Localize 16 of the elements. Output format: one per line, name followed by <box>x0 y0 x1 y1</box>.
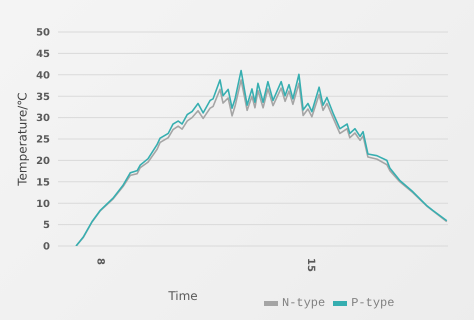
x-tick-label: 8 <box>94 258 106 265</box>
y-axis-title: Temperature/℃ <box>15 92 30 187</box>
y-tick-label: 5 <box>43 220 50 232</box>
y-tick-label: 30 <box>36 113 50 124</box>
y-tick-label: 20 <box>36 156 50 167</box>
y-tick-label: 0 <box>43 242 50 253</box>
y-tick-label: 45 <box>36 48 50 60</box>
x-axis-title: Time <box>167 289 198 303</box>
legend-label: N-type <box>281 296 326 310</box>
legend-label: P-type <box>350 296 394 310</box>
y-tick-label: 10 <box>36 198 50 210</box>
y-tick-label: 15 <box>36 177 50 188</box>
y-tick-label: 40 <box>36 70 50 82</box>
y-tick-label: 35 <box>36 92 50 103</box>
y-tick-label: 25 <box>36 134 50 146</box>
y-tick-label: 50 <box>36 28 50 39</box>
